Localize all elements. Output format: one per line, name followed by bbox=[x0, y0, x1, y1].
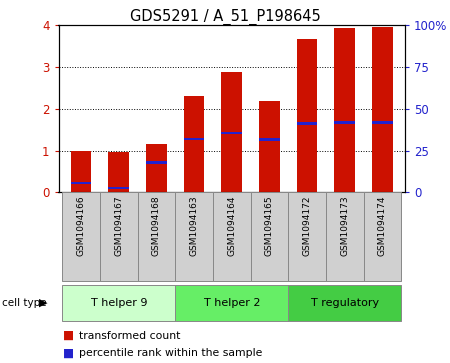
Text: ▶: ▶ bbox=[39, 298, 48, 308]
Text: GSM1094172: GSM1094172 bbox=[302, 195, 311, 256]
Text: GSM1094173: GSM1094173 bbox=[340, 195, 349, 256]
Text: T regulatory: T regulatory bbox=[310, 298, 379, 308]
Bar bbox=[71, 182, 91, 184]
Bar bbox=[62, 285, 175, 321]
Text: GSM1094163: GSM1094163 bbox=[189, 195, 198, 256]
Text: GDS5291 / A_51_P198645: GDS5291 / A_51_P198645 bbox=[130, 9, 320, 25]
Bar bbox=[184, 97, 204, 192]
Text: GSM1094164: GSM1094164 bbox=[227, 195, 236, 256]
Text: percentile rank within the sample: percentile rank within the sample bbox=[79, 348, 262, 358]
Text: GSM1094167: GSM1094167 bbox=[114, 195, 123, 256]
Bar bbox=[62, 192, 100, 281]
Bar bbox=[108, 152, 129, 192]
Bar bbox=[175, 192, 213, 281]
Bar bbox=[221, 72, 242, 192]
Text: T helper 2: T helper 2 bbox=[203, 298, 260, 308]
Text: ■: ■ bbox=[63, 347, 74, 360]
Bar bbox=[251, 192, 288, 281]
Text: GSM1094166: GSM1094166 bbox=[76, 195, 86, 256]
Bar bbox=[334, 121, 355, 123]
Bar bbox=[334, 28, 355, 192]
Bar bbox=[100, 192, 138, 281]
Bar bbox=[372, 28, 393, 192]
Text: ■: ■ bbox=[63, 329, 74, 342]
Bar bbox=[259, 138, 280, 140]
Bar bbox=[221, 132, 242, 134]
Text: T helper 9: T helper 9 bbox=[90, 298, 147, 308]
Bar bbox=[288, 192, 326, 281]
Bar bbox=[288, 285, 401, 321]
Bar bbox=[213, 192, 251, 281]
Bar bbox=[364, 192, 401, 281]
Bar bbox=[297, 122, 317, 125]
Bar bbox=[297, 39, 317, 192]
Bar bbox=[108, 187, 129, 189]
Text: transformed count: transformed count bbox=[79, 331, 180, 341]
Bar bbox=[71, 151, 91, 192]
Text: cell type: cell type bbox=[2, 298, 47, 308]
Text: GSM1094168: GSM1094168 bbox=[152, 195, 161, 256]
Bar bbox=[184, 138, 204, 140]
Bar bbox=[138, 192, 175, 281]
Text: GSM1094165: GSM1094165 bbox=[265, 195, 274, 256]
Text: GSM1094174: GSM1094174 bbox=[378, 195, 387, 256]
Bar bbox=[146, 161, 167, 164]
Bar bbox=[326, 192, 364, 281]
Bar bbox=[146, 143, 167, 192]
Bar bbox=[259, 101, 280, 192]
Bar bbox=[175, 285, 288, 321]
Bar bbox=[372, 121, 393, 123]
